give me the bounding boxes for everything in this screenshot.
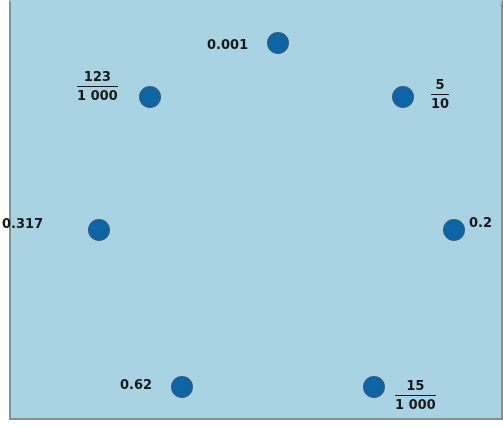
point-dot[interactable]: [139, 86, 161, 108]
fraction-numerator: 123: [77, 71, 118, 87]
fraction-denominator: 10: [431, 97, 450, 112]
point-dot[interactable]: [443, 219, 465, 241]
point-dot[interactable]: [88, 219, 110, 241]
point-dot[interactable]: [171, 376, 193, 398]
fraction-numerator: 15: [395, 380, 436, 396]
point-label: 0.2: [469, 216, 493, 231]
fraction-denominator: 1 000: [395, 398, 436, 413]
point-dot[interactable]: [267, 32, 289, 54]
fraction-label: 5 10: [431, 79, 450, 112]
point-label: 0.317: [2, 217, 44, 232]
number-board: 0.001 123 1 000 5 10 0.317 0.2 0.62 15 1…: [2, 0, 503, 420]
point-dot[interactable]: [363, 376, 385, 398]
fraction-numerator: 5: [431, 79, 450, 95]
point-label: 0.001: [207, 38, 249, 53]
fraction-label: 15 1 000: [395, 380, 436, 412]
point-label: 0.62: [120, 378, 153, 393]
point-dot[interactable]: [392, 86, 414, 108]
fraction-denominator: 1 000: [77, 89, 118, 104]
fraction-label: 123 1 000: [77, 71, 118, 103]
